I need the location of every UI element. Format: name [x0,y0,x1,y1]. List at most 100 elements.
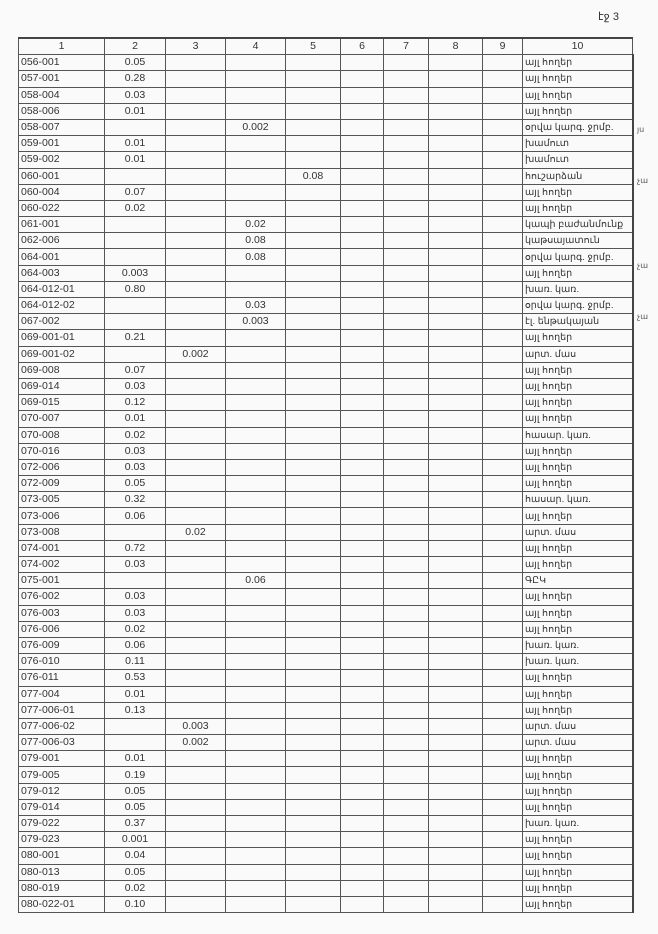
area-cell [340,329,384,347]
area-cell [285,636,341,655]
area-cell [383,280,429,299]
area-cell [165,70,226,88]
area-cell [482,313,523,331]
area-cell [428,151,483,169]
area-cell [340,701,384,719]
table-row: 057-001 0.28 այլ հողեր [18,70,634,88]
area-cell [383,717,429,736]
parcel-code-cell: 060-022 [18,199,105,218]
land-use-cell: արտ. մաս [522,523,634,541]
parcel-code-cell: 064-001 [18,248,105,266]
area-cell [340,102,384,120]
parcel-code-cell: 077-004 [18,685,105,703]
area-cell [340,814,384,833]
area-cell [383,232,429,250]
area-cell [285,410,341,428]
table-row: 076-003 0.03 այլ հողեր [18,604,634,622]
table-row: 060-004 0.07 այլ հողեր [18,183,634,201]
area-cell [383,847,429,865]
area-cell [340,135,384,153]
area-cell [225,847,286,865]
area-cell [165,216,226,234]
land-use-cell: այլ հողեր [522,685,634,703]
table-row: 058-006 0.01 այլ հողեր [18,102,634,120]
area-cell [285,717,341,736]
area-cell [285,86,341,104]
land-use-cell: ԳԸԿ [522,572,634,590]
area-cell [383,296,429,315]
area-cell [482,280,523,299]
area-cell [225,782,286,800]
area-cell: 0.01 [104,685,166,703]
area-cell [285,539,341,558]
area-cell [165,669,226,687]
area-cell [383,70,429,88]
area-cell [225,523,286,541]
parcel-code-cell: 072-006 [18,458,105,477]
area-cell [428,895,483,914]
area-cell [165,442,226,460]
area-cell [165,377,226,396]
area-cell [225,879,286,897]
area-cell [383,345,429,363]
land-use-cell: այլ հողեր [522,70,634,88]
area-cell [340,54,384,72]
parcel-code-cell: 064-012-02 [18,296,105,315]
table-row: 079-023 0.001 այլ հողեր [18,831,634,849]
area-cell [225,199,286,218]
area-cell [285,863,341,881]
parcel-code-cell: 080-013 [18,863,105,881]
parcel-code-cell: 079-001 [18,750,105,768]
area-cell: 0.05 [104,782,166,800]
area-cell [340,572,384,590]
area-cell [428,361,483,379]
area-cell [285,523,341,541]
column-header-8: 8 [428,37,483,56]
area-cell: 0.003 [165,717,226,736]
area-cell [285,766,341,784]
area-cell [340,426,384,444]
table-row: 076-002 0.03 այլ հողեր [18,588,634,606]
area-cell [482,70,523,88]
area-cell [165,685,226,703]
area-cell [165,264,226,282]
area-cell [482,717,523,736]
area-cell [285,345,341,363]
area-cell [165,135,226,153]
area-cell [340,604,384,622]
parcel-code-cell: 056-001 [18,54,105,72]
parcel-code-cell: 079-012 [18,782,105,800]
area-cell [165,361,226,379]
area-cell [225,620,286,638]
area-cell [383,588,429,606]
area-cell [285,798,341,817]
land-use-cell: խառ. կառ. [522,653,634,671]
land-use-cell: էլ. ենթակայան [522,313,634,331]
area-cell [383,102,429,120]
area-cell [340,216,384,234]
area-cell [428,183,483,201]
area-cell [340,555,384,574]
area-cell: 0.28 [104,70,166,88]
parcel-code-cell: 079-022 [18,814,105,833]
area-cell [428,766,483,784]
area-cell [225,734,286,752]
parcel-code-cell: 073-005 [18,491,105,509]
area-cell [225,102,286,120]
area-cell [165,458,226,477]
area-cell [225,167,286,185]
area-cell [428,572,483,590]
land-use-cell: այլ հողեր [522,847,634,865]
area-cell: 0.05 [104,54,166,72]
area-cell [225,361,286,379]
area-cell [340,377,384,396]
area-cell [482,782,523,800]
area-cell [340,523,384,541]
area-cell [225,377,286,396]
area-cell [165,118,226,137]
land-use-cell: այլ հողեր [522,588,634,606]
area-cell: 0.01 [104,102,166,120]
area-cell [165,491,226,509]
area-cell [165,151,226,169]
area-cell [340,167,384,185]
